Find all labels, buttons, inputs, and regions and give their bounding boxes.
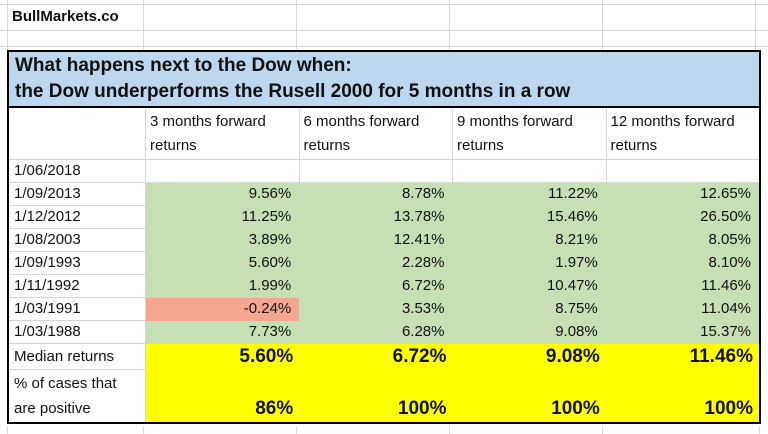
gridline — [296, 426, 297, 434]
column-header-line: returns — [610, 137, 658, 154]
value-cell[interactable] — [453, 160, 607, 183]
value-cell[interactable]: 8.78% — [299, 183, 453, 206]
gridline — [602, 426, 603, 434]
value-cell[interactable]: 11.25% — [146, 206, 300, 229]
value-cell[interactable]: 7.73% — [146, 321, 300, 344]
positive-cases-row: % of cases that are positive 86% 100% 10… — [9, 370, 759, 422]
median-row: Median returns 5.60% 6.72% 9.08% 11.46% — [9, 344, 759, 370]
value-cell[interactable]: 9.08% — [452, 321, 606, 344]
table-row: 1/06/2018 — [9, 160, 759, 183]
table-row: 1/12/2012 11.25% 13.78% 15.46% 26.50% — [9, 206, 759, 229]
value-cell[interactable]: 6.28% — [299, 321, 453, 344]
column-header-9m[interactable]: 9 months forward returns — [453, 108, 607, 160]
value-cell[interactable]: 3.53% — [299, 298, 453, 321]
table-row: 1/09/2013 9.56% 8.78% 11.22% 12.65% — [9, 183, 759, 206]
median-value-cell[interactable]: 5.60% — [146, 344, 300, 370]
column-header-line: 3 months forward — [150, 113, 266, 130]
gridline — [755, 0, 756, 50]
positive-cases-value-cell[interactable]: 86% — [146, 370, 300, 422]
column-header-line: returns — [457, 137, 504, 154]
header-row: 3 months forward returns 6 months forwar… — [9, 108, 759, 160]
gridline — [0, 30, 768, 31]
value-cell[interactable]: 1.97% — [452, 252, 606, 275]
positive-cases-label-line: are positive — [14, 400, 91, 417]
value-cell[interactable]: 8.10% — [605, 252, 759, 275]
median-value-cell[interactable]: 6.72% — [299, 344, 453, 370]
value-cell[interactable]: 10.47% — [452, 275, 606, 298]
positive-cases-label-line: % of cases that — [14, 375, 117, 392]
date-cell[interactable]: 1/09/2013 — [9, 183, 146, 206]
column-header-6m[interactable]: 6 months forward returns — [299, 108, 453, 160]
value-cell[interactable]: 1.99% — [146, 275, 300, 298]
positive-cases-value-cell[interactable]: 100% — [299, 370, 453, 422]
column-header-3m[interactable]: 3 months forward returns — [146, 108, 300, 160]
date-cell[interactable]: 1/09/1993 — [9, 252, 146, 275]
table-row: 1/11/1992 1.99% 6.72% 10.47% 11.46% — [9, 275, 759, 298]
column-header-line: returns — [303, 137, 351, 154]
date-cell[interactable]: 1/03/1988 — [9, 321, 146, 344]
value-cell[interactable] — [606, 160, 759, 183]
positive-cases-value-cell[interactable]: 100% — [452, 370, 606, 422]
value-cell[interactable]: 8.75% — [452, 298, 606, 321]
column-header-line: 12 months forward — [610, 113, 735, 130]
value-cell[interactable]: 15.37% — [605, 321, 759, 344]
gridline — [0, 4, 768, 5]
value-cell[interactable] — [299, 160, 453, 183]
value-cell[interactable]: 12.65% — [605, 183, 759, 206]
gridline — [0, 46, 768, 47]
value-cell[interactable]: 11.22% — [452, 183, 606, 206]
value-cell[interactable]: 9.56% — [146, 183, 300, 206]
column-header-line: 6 months forward — [303, 113, 420, 130]
median-value-cell[interactable]: 11.46% — [605, 344, 759, 370]
column-header-line: 9 months forward — [457, 113, 573, 130]
value-cell[interactable]: 5.60% — [146, 252, 300, 275]
gridline — [296, 0, 297, 50]
table-row: 1/08/2003 3.89% 12.41% 8.21% 8.05% — [9, 229, 759, 252]
gridline — [449, 0, 450, 50]
value-cell[interactable]: 11.46% — [605, 275, 759, 298]
date-cell[interactable]: 1/03/1991 — [9, 298, 146, 321]
gridline — [143, 426, 144, 434]
median-label-cell[interactable]: Median returns — [9, 344, 146, 370]
table-row: 1/03/1988 7.73% 6.28% 9.08% 15.37% — [9, 321, 759, 344]
gridline — [7, 0, 8, 50]
column-header-line: returns — [150, 137, 197, 154]
table-title: What happens next to the Dow when: the D… — [9, 52, 759, 108]
positive-cases-label-cell[interactable]: % of cases that are positive — [9, 370, 146, 422]
column-header-12m[interactable]: 12 months forward returns — [606, 108, 759, 160]
table-row: 1/09/1993 5.60% 2.28% 1.97% 8.10% — [9, 252, 759, 275]
date-cell[interactable]: 1/06/2018 — [9, 160, 146, 183]
value-cell[interactable]: 15.46% — [452, 206, 606, 229]
value-cell[interactable]: 26.50% — [605, 206, 759, 229]
brand-cell[interactable]: BullMarkets.co — [12, 8, 119, 25]
value-cell-negative[interactable]: -0.24% — [146, 298, 300, 321]
date-cell[interactable]: 1/08/2003 — [9, 229, 146, 252]
gridline — [7, 426, 8, 434]
gridline — [759, 426, 760, 434]
value-cell[interactable] — [146, 160, 300, 183]
gridline — [143, 0, 144, 50]
gridline — [449, 426, 450, 434]
table-title-line1: What happens next to the Dow when: — [15, 55, 352, 76]
table-title-line2: the Dow underperforms the Rusell 2000 fo… — [15, 81, 571, 102]
table-row: 1/03/1991 -0.24% 3.53% 8.75% 11.04% — [9, 298, 759, 321]
value-cell[interactable]: 2.28% — [299, 252, 453, 275]
value-cell[interactable]: 3.89% — [146, 229, 300, 252]
date-cell[interactable]: 1/12/2012 — [9, 206, 146, 229]
header-corner-cell[interactable] — [9, 108, 146, 160]
value-cell[interactable]: 8.21% — [452, 229, 606, 252]
median-value-cell[interactable]: 9.08% — [452, 344, 606, 370]
date-cell[interactable]: 1/11/1992 — [9, 275, 146, 298]
gridline — [602, 0, 603, 50]
positive-cases-value-cell[interactable]: 100% — [605, 370, 759, 422]
value-cell[interactable]: 13.78% — [299, 206, 453, 229]
value-cell[interactable]: 11.04% — [605, 298, 759, 321]
value-cell[interactable]: 12.41% — [299, 229, 453, 252]
value-cell[interactable]: 8.05% — [605, 229, 759, 252]
dow-performance-table: What happens next to the Dow when: the D… — [7, 50, 761, 424]
value-cell[interactable]: 6.72% — [299, 275, 453, 298]
